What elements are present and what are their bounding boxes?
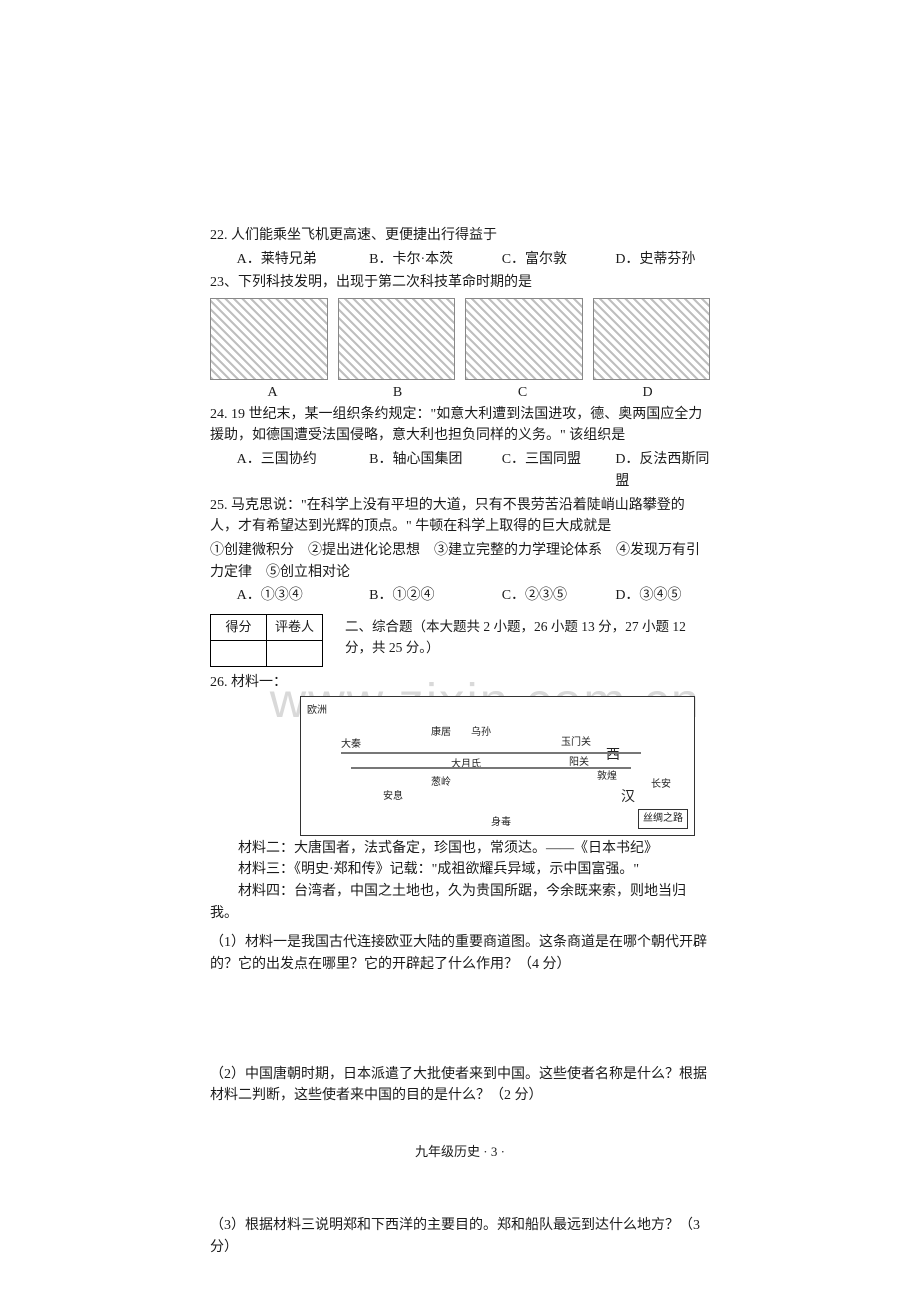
q26-sub3: （3）根据材料三说明郑和下西洋的主要目的。郑和船队最远到达什么地方？（3 分） bbox=[210, 1215, 710, 1258]
q26-m3: 材料三：《明史·郑和传》记载："成祖欲耀兵异域，示中国富强。" bbox=[210, 859, 710, 881]
map-l1: 欧洲 bbox=[307, 703, 327, 719]
section2-title: 二、综合题（本大题共 2 小题，26 小题 13 分，27 小题 12 分，共 … bbox=[345, 609, 710, 659]
q24-opt-d: D．反法西斯同盟 bbox=[615, 449, 710, 492]
score-header-score: 得分 bbox=[211, 614, 267, 640]
map-l12: 汉 bbox=[621, 787, 635, 809]
q22-stem: 22. 人们能乘坐飞机更高速、更便捷出行得益于 bbox=[210, 225, 710, 247]
map-l13: 葱岭 bbox=[431, 775, 451, 791]
q23-image-row bbox=[210, 298, 710, 380]
map-l4: 乌孙 bbox=[471, 725, 491, 741]
q22-opt-c: C．富尔敦 bbox=[502, 249, 616, 271]
map-l7: 敦煌 bbox=[597, 769, 617, 785]
q26-map: 欧洲 大秦 康居 乌孙 玉门关 阳关 敦煌 长安 安息 大月氏 西 汉 葱岭 身… bbox=[300, 696, 695, 836]
q22-options: A．莱特兄弟 B．卡尔·本茨 C．富尔敦 D．史蒂芬孙 bbox=[210, 249, 710, 271]
score-header-marker: 评卷人 bbox=[267, 614, 323, 640]
q25-stem: 25. 马克思说："在科学上没有平坦的大道，只有不畏劳苦沿着陡峭山路攀登的人，才… bbox=[210, 495, 710, 538]
q23-labels: A B C D bbox=[210, 382, 710, 404]
q26-m2: 材料二：大唐国者，法式备定，珍国也，常须达。——《日本书纪》 bbox=[210, 838, 710, 860]
q23-img-c bbox=[465, 298, 583, 380]
q23-img-d bbox=[593, 298, 711, 380]
q23-label-b: B bbox=[335, 382, 460, 404]
map-l9: 安息 bbox=[383, 789, 403, 805]
q24-opt-a: A．三国协约 bbox=[237, 449, 370, 492]
q23-label-c: C bbox=[460, 382, 585, 404]
q25-options: A．①③④ B．①②④ C．②③⑤ D．③④⑤ bbox=[210, 585, 710, 607]
q26-sub1: （1）材料一是我国古代连接欧亚大陆的重要商道图。这条商道是在哪个朝代开辟的？它的… bbox=[210, 932, 710, 975]
q23-label-d: D bbox=[585, 382, 710, 404]
q25-opt-c: C．②③⑤ bbox=[502, 585, 616, 607]
map-caption: 丝绸之路 bbox=[638, 809, 688, 829]
q22-opt-a: A．莱特兄弟 bbox=[237, 249, 370, 271]
q23-img-b bbox=[338, 298, 456, 380]
q23-img-a bbox=[210, 298, 328, 380]
q22-opt-b: B．卡尔·本茨 bbox=[369, 249, 502, 271]
q26-intro: 26. 材料一： bbox=[210, 672, 710, 694]
q24-opt-c: C．三国同盟 bbox=[502, 449, 616, 492]
score-cell-1 bbox=[211, 640, 267, 666]
map-l3: 康居 bbox=[431, 725, 451, 741]
map-l11: 西 bbox=[606, 745, 620, 767]
map-l10: 大月氏 bbox=[451, 757, 481, 773]
q23-label-a: A bbox=[210, 382, 335, 404]
map-l8: 长安 bbox=[651, 777, 671, 793]
q26-m4: 材料四：台湾者，中国之土地也，久为贵国所踞，今余既来索，则地当归我。 bbox=[210, 881, 710, 924]
map-l5: 玉门关 bbox=[561, 735, 591, 751]
q24-options: A．三国协约 B．轴心国集团 C．三国同盟 D．反法西斯同盟 bbox=[210, 449, 710, 492]
q24-stem: 24. 19 世纪末，某一组织条约规定："如意大利遭到法国进攻，德、奥两国应全力… bbox=[210, 404, 710, 447]
score-cell-2 bbox=[267, 640, 323, 666]
map-l2: 大秦 bbox=[341, 737, 361, 753]
q25-opt-b: B．①②④ bbox=[369, 585, 502, 607]
q25-items: ①创建微积分 ②提出进化论思想 ③建立完整的力学理论体系 ④发现万有引力定律 ⑤… bbox=[210, 540, 710, 583]
map-l14: 身毒 bbox=[491, 815, 511, 831]
q25-opt-a: A．①③④ bbox=[237, 585, 370, 607]
q26-sub2: （2）中国唐朝时期，日本派遣了大批使者来到中国。这些使者名称是什么？根据材料二判… bbox=[210, 1064, 710, 1107]
q23-stem: 23、下列科技发明，出现于第二次科技革命时期的是 bbox=[210, 272, 710, 294]
q24-opt-b: B．轴心国集团 bbox=[369, 449, 502, 492]
q25-opt-d: D．③④⑤ bbox=[615, 585, 710, 607]
score-table: 得分 评卷人 bbox=[210, 614, 323, 667]
q22-opt-d: D．史蒂芬孙 bbox=[615, 249, 710, 271]
